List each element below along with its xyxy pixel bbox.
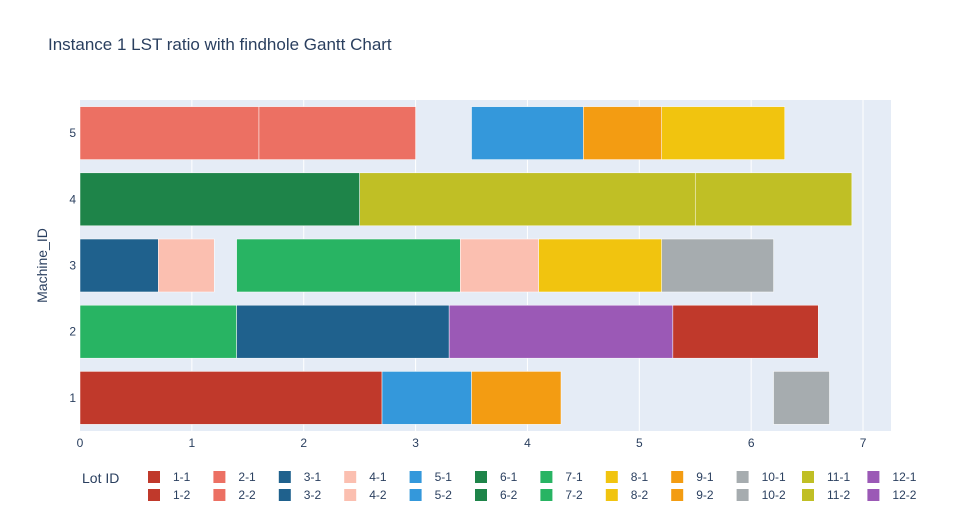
- x-tick-label: 7: [860, 436, 867, 450]
- x-tick-label: 4: [524, 436, 531, 450]
- gantt-bar-3-1: [79, 238, 159, 293]
- legend-label: 3-1: [304, 470, 322, 484]
- legend-swatch: [736, 489, 749, 501]
- legend-label: 11-2: [827, 488, 850, 502]
- legend-swatch: [148, 471, 160, 483]
- y-tick-label: 2: [69, 325, 76, 339]
- legend-label: 6-2: [500, 488, 518, 502]
- y-tick-label: 1: [69, 391, 76, 405]
- legend-label: 3-2: [304, 488, 322, 502]
- y-tick-label: 4: [69, 192, 76, 206]
- legend-label: 9-2: [696, 488, 714, 502]
- x-axis-ticks: 0 1 2 3 4 5 6 7: [77, 436, 867, 450]
- gantt-bar-7-2: [236, 238, 461, 293]
- legend-label: 8-2: [631, 488, 649, 502]
- legend-swatch: [213, 489, 226, 501]
- x-tick-label: 2: [300, 436, 307, 450]
- gantt-bar-4-2: [460, 238, 539, 293]
- gantt-bar-1-2: [79, 371, 383, 425]
- legend-swatch: [475, 471, 487, 483]
- legend-label: 8-1: [631, 470, 649, 484]
- legend-swatch: [736, 471, 749, 483]
- gantt-bar-11-1: [359, 172, 696, 227]
- legend-label: 2-1: [238, 470, 256, 484]
- legend-swatch: [475, 489, 487, 501]
- legend-swatch: [671, 471, 684, 483]
- legend-swatch: [671, 489, 684, 501]
- gantt-bar-5-2: [471, 106, 584, 160]
- legend-swatch: [802, 489, 814, 501]
- y-axis-title: Machine_ID: [34, 228, 50, 303]
- gantt-bar-8-1: [538, 238, 662, 293]
- legend-label: 10-2: [762, 488, 786, 502]
- x-tick-label: 0: [77, 436, 84, 450]
- legend-swatch: [278, 489, 291, 501]
- legend-swatch: [802, 471, 814, 483]
- legend-label: 4-1: [369, 470, 387, 484]
- legend-label: 10-1: [762, 470, 786, 484]
- chart-title: Instance 1 LST ratio with findhole Gantt…: [48, 35, 392, 54]
- gantt-bar-8-2: [661, 106, 785, 160]
- gantt-bar-10-1: [661, 238, 774, 293]
- gantt-bar-9-1: [471, 371, 562, 425]
- gantt-bar-3-2: [236, 304, 450, 359]
- gantt-bar-9-2: [583, 106, 662, 160]
- legend-swatch: [540, 489, 553, 501]
- gantt-bar-5-1: [381, 371, 472, 425]
- legend-swatch: [148, 489, 160, 501]
- legend-swatch: [605, 471, 618, 483]
- legend-swatch: [213, 471, 226, 483]
- y-axis-ticks: 1 2 3 4 5: [69, 126, 76, 405]
- legend-label: 11-1: [827, 470, 850, 484]
- legend-label: 7-1: [565, 470, 583, 484]
- legend-label: 4-2: [369, 488, 387, 502]
- legend-label: 1-1: [173, 470, 191, 484]
- y-tick-label: 5: [69, 126, 76, 140]
- legend-label: 12-2: [892, 488, 916, 502]
- legend-label: 9-1: [696, 470, 714, 484]
- gantt-bar-10-2: [773, 371, 830, 425]
- legend-swatch: [867, 489, 880, 501]
- legend-swatch: [409, 471, 422, 483]
- x-tick-label: 5: [636, 436, 643, 450]
- legend-label: 2-2: [238, 488, 256, 502]
- legend-swatch: [344, 489, 357, 501]
- gantt-bar-2-2: [258, 106, 416, 160]
- legend-label: 7-2: [565, 488, 583, 502]
- legend-swatch: [344, 471, 357, 483]
- gantt-bar-6-1: [79, 172, 360, 227]
- gantt-bar-2-1: [79, 106, 260, 160]
- legend-title: Lot ID: [82, 470, 119, 486]
- legend: Lot ID 1-1 1-2 2-1 2-2 3-1 3-2 4-1 4-2 5-1 5-2 6-1…: [82, 470, 917, 502]
- gantt-bar-4-1: [158, 238, 215, 293]
- legend-swatch: [605, 489, 618, 501]
- x-tick-label: 3: [412, 436, 419, 450]
- bars: [79, 106, 853, 425]
- legend-label: 12-1: [892, 470, 916, 484]
- gantt-bar-7-1: [79, 304, 237, 359]
- gantt-bar-1-1: [672, 304, 819, 359]
- legend-label: 6-1: [500, 470, 518, 484]
- legend-label: 1-2: [173, 488, 191, 502]
- x-tick-label: 6: [748, 436, 755, 450]
- gantt-bar-12-1: [448, 304, 674, 359]
- y-tick-label: 3: [69, 259, 76, 273]
- legend-label: 5-1: [435, 470, 453, 484]
- legend-label: 5-2: [435, 488, 453, 502]
- legend-swatch: [278, 471, 291, 483]
- legend-swatch: [540, 471, 553, 483]
- gantt-bar-11-2: [694, 172, 853, 227]
- x-tick-label: 1: [189, 436, 196, 450]
- legend-swatch: [867, 471, 880, 483]
- legend-swatch: [409, 489, 422, 501]
